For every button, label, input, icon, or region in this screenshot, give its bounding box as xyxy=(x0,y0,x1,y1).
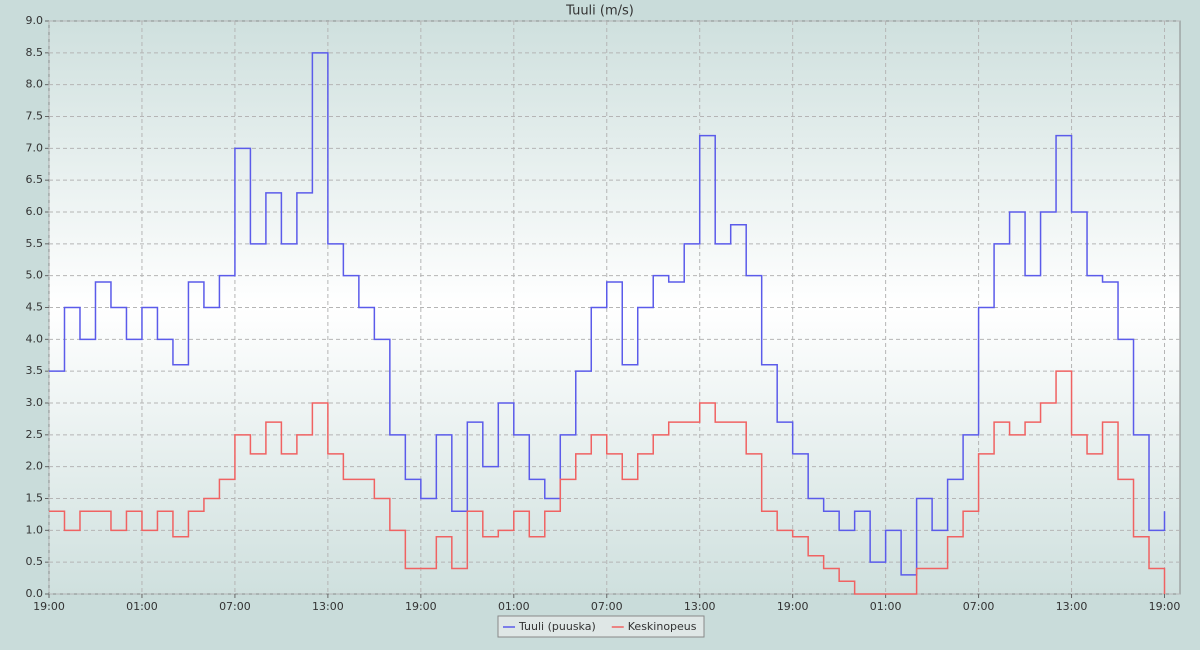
data-line xyxy=(49,52,1166,576)
y-tick-label: 1.0 xyxy=(26,523,44,536)
legend-label: Keskinopeus xyxy=(628,620,697,633)
y-tick-label: 5.0 xyxy=(26,269,44,282)
x-tick-label: 07:00 xyxy=(219,600,251,613)
y-tick-label: 0.5 xyxy=(26,555,44,568)
y-tick-label: 2.5 xyxy=(26,428,44,441)
y-tick-label: 1.5 xyxy=(26,492,44,505)
x-tick-label: 01:00 xyxy=(126,600,158,613)
y-tick-label: 3.0 xyxy=(26,396,44,409)
x-tick-label: 19:00 xyxy=(1149,600,1181,613)
y-tick-label: 3.5 xyxy=(26,364,44,377)
y-tick-label: 9.0 xyxy=(26,14,44,27)
y-tick-label: 8.0 xyxy=(26,78,44,91)
x-tick-label: 19:00 xyxy=(405,600,437,613)
y-tick-label: 6.5 xyxy=(26,173,44,186)
x-tick-label: 07:00 xyxy=(963,600,995,613)
x-tick-label: 13:00 xyxy=(1056,600,1088,613)
y-tick-label: 8.5 xyxy=(26,46,44,59)
x-tick-label: 13:00 xyxy=(684,600,716,613)
x-tick-label: 19:00 xyxy=(33,600,65,613)
chart-title: Tuuli (m/s) xyxy=(565,4,634,19)
legend-box xyxy=(497,615,705,638)
x-tick-label: 19:00 xyxy=(777,600,809,613)
x-tick-label: 13:00 xyxy=(312,600,344,613)
y-tick-label: 5.5 xyxy=(26,237,44,250)
legend-label: Tuuli (puuska) xyxy=(518,620,596,633)
x-tick-label: 01:00 xyxy=(498,600,530,613)
y-tick-label: 7.0 xyxy=(26,141,44,154)
y-tick-label: 4.0 xyxy=(26,332,44,345)
y-tick-label: 6.0 xyxy=(26,205,44,218)
x-tick-label: 01:00 xyxy=(870,600,902,613)
data-line xyxy=(49,370,1166,595)
y-tick-label: 7.5 xyxy=(26,110,44,123)
y-tick-label: 2.0 xyxy=(26,460,44,473)
x-tick-label: 07:00 xyxy=(591,600,623,613)
y-tick-label: 0.0 xyxy=(26,587,44,600)
legend: Tuuli (puuska) Keskinopeus xyxy=(497,615,705,638)
y-tick-label: 4.5 xyxy=(26,301,44,314)
